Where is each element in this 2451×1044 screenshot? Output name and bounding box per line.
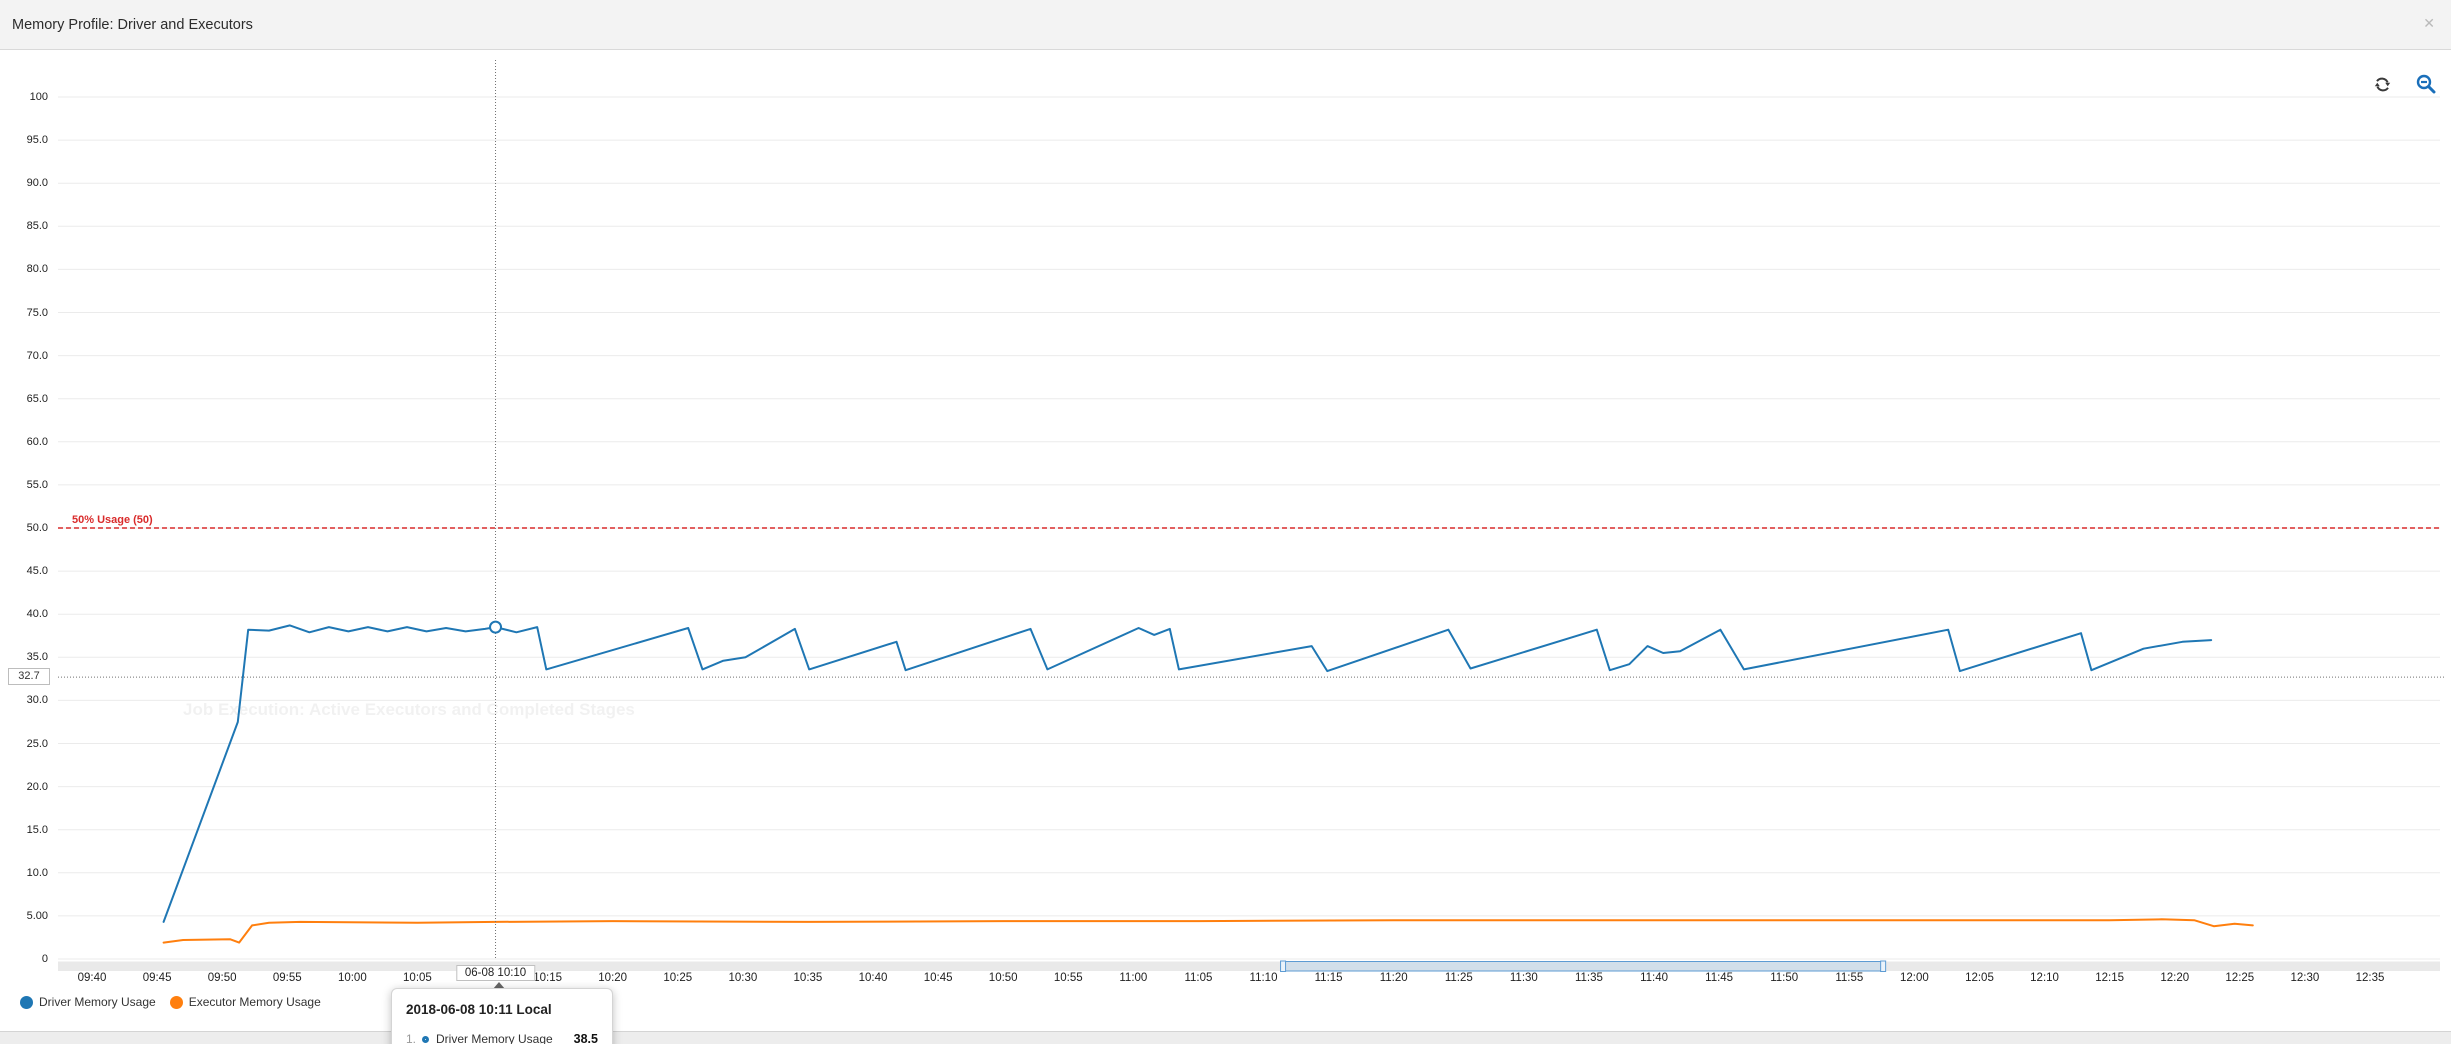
navigator-handle-left[interactable] xyxy=(1280,960,1287,972)
x-axis-tick-label: 10:55 xyxy=(1053,972,1083,984)
x-axis-tick-label: 11:30 xyxy=(1509,972,1538,984)
x-axis-tick-label: 11:00 xyxy=(1119,972,1148,984)
threshold-label: 50% Usage (50) xyxy=(72,514,153,526)
x-axis-tick-label: 11:20 xyxy=(1379,972,1408,984)
y-axis-tick-label: 0 xyxy=(41,953,48,965)
x-axis-tick-label: 09:45 xyxy=(142,972,172,984)
navigator-handle-right[interactable] xyxy=(1880,960,1887,972)
x-axis-tick-label: 09:55 xyxy=(272,972,302,984)
y-axis-tick-label: 30.0 xyxy=(26,694,48,707)
background-watermark-text: Job Execution: Active Executors and Comp… xyxy=(183,700,635,719)
x-axis-tick-label: 10:20 xyxy=(598,972,628,984)
zoom-out-icon xyxy=(2416,74,2436,94)
tooltip-row: 1. Driver Memory Usage 38.5 xyxy=(406,1032,598,1044)
x-axis-tick-label: 12:25 xyxy=(2225,972,2255,984)
chart-legend: Driver Memory Usage Executor Memory Usage xyxy=(20,995,321,1009)
x-axis-tick-label: 10:40 xyxy=(858,972,888,984)
x-axis-tick-label: 10:00 xyxy=(337,972,367,984)
x-axis-tick-label: 11:50 xyxy=(1770,972,1799,984)
y-axis-tick-label: 55.0 xyxy=(26,478,48,491)
navigator-selection[interactable] xyxy=(1282,961,1884,972)
crosshair-y-value-box: 32.7 xyxy=(8,668,50,686)
navigator-track xyxy=(58,961,2440,971)
y-axis-tick-label: 95.0 xyxy=(26,134,48,147)
legend-item[interactable]: Executor Memory Usage xyxy=(169,995,321,1009)
x-axis-tick-label: 10:25 xyxy=(663,972,693,984)
y-axis-tick-label: 35.0 xyxy=(26,651,48,664)
x-axis-tick-label: 12:20 xyxy=(2160,972,2190,984)
title-bar: Memory Profile: Driver and Executors ✕ xyxy=(0,0,2451,50)
driver-memory-line xyxy=(162,624,2213,923)
x-axis-tick-label: 10:30 xyxy=(728,972,758,984)
tooltip-title: 2018-06-08 10:11 Local xyxy=(406,1002,552,1017)
x-axis-tick-label: 10:05 xyxy=(403,972,432,984)
y-axis-tick-label: 45.0 xyxy=(26,565,48,578)
x-axis-tick-label: 09:40 xyxy=(77,972,107,984)
y-axis-tick-label: 5.00 xyxy=(26,909,48,922)
y-axis-tick-label: 75.0 xyxy=(26,306,48,319)
x-axis-tick-label: 12:00 xyxy=(1899,972,1929,984)
y-axis-tick-label: 10.0 xyxy=(26,866,48,879)
y-axis-tick-label: 40.0 xyxy=(26,608,48,621)
close-icon[interactable]: ✕ xyxy=(2423,15,2435,31)
legend-dot-icon xyxy=(20,995,33,1009)
y-axis-tick-label: 85.0 xyxy=(26,220,48,233)
x-axis-tick-label: 12:10 xyxy=(2030,972,2059,984)
legend-label: Driver Memory Usage xyxy=(39,995,156,1009)
y-axis-tick-label: 25.0 xyxy=(26,737,48,750)
x-axis-tick-label: 12:15 xyxy=(2095,972,2125,984)
x-axis-tick-label: 10:15 xyxy=(533,972,562,984)
x-axis-tick-label: 09:50 xyxy=(207,972,237,984)
legend-item[interactable]: Driver Memory Usage xyxy=(20,995,156,1009)
legend-label: Executor Memory Usage xyxy=(188,995,321,1009)
x-axis-tick-label: 11:35 xyxy=(1574,972,1603,984)
y-axis-tick-label: 90.0 xyxy=(26,177,48,190)
tooltip-row-rank: 1. xyxy=(406,1032,417,1044)
y-axis-tick-label: 100 xyxy=(29,91,48,103)
x-axis-tick-label: 11:10 xyxy=(1249,972,1278,984)
x-axis-tick-label: 11:05 xyxy=(1184,972,1213,984)
x-axis-tick-label: 12:05 xyxy=(1965,972,1994,984)
y-axis-tick-label: 80.0 xyxy=(26,263,48,276)
tooltip-row-value: 38.5 xyxy=(573,1032,598,1044)
hover-point-marker xyxy=(489,620,503,634)
y-axis-tick-label: 50.0 xyxy=(26,522,48,534)
y-axis-tick-label: 15.0 xyxy=(26,823,48,836)
y-axis-tick-label: 60.0 xyxy=(26,435,48,448)
x-axis-tick-label: 11:15 xyxy=(1314,972,1343,984)
series-ring-icon xyxy=(422,1035,429,1043)
x-axis-tick-label: 11:45 xyxy=(1705,972,1734,984)
x-axis-tick-label: 12:30 xyxy=(2290,972,2320,984)
tooltip-pointer-icon xyxy=(492,982,505,989)
y-axis-tick-label: 70.0 xyxy=(26,349,48,362)
refresh-button[interactable] xyxy=(2373,75,2392,99)
refresh-icon xyxy=(2374,77,2391,92)
y-axis-tick-label: 65.0 xyxy=(26,392,48,405)
x-axis-tick-label: 10:50 xyxy=(988,972,1018,984)
legend-dot-icon xyxy=(169,995,183,1009)
crosshair-x-value-box: 06-08 10:10 xyxy=(455,965,536,981)
x-axis-tick-label: 12:35 xyxy=(2355,972,2385,984)
x-axis-tick-label: 11:40 xyxy=(1640,972,1668,984)
x-axis-tick-label: 10:35 xyxy=(793,972,823,984)
hover-tooltip: 2018-06-08 10:11 Local 1. Driver Memory U… xyxy=(391,988,613,1044)
tooltip-row-series: Driver Memory Usage xyxy=(436,1032,553,1044)
executor-memory-line xyxy=(162,918,2254,944)
x-axis-tick-label: 10:45 xyxy=(923,972,953,984)
page-title: Memory Profile: Driver and Executors xyxy=(12,16,253,33)
y-axis-tick-label: 20.0 xyxy=(26,780,48,793)
zoom-out-button[interactable] xyxy=(2416,74,2436,99)
page-background-strip xyxy=(0,1031,2451,1044)
x-axis-tick-label: 11:55 xyxy=(1835,972,1864,984)
x-axis-tick-label: 11:25 xyxy=(1444,972,1473,984)
tooltip-rows: 1. Driver Memory Usage 38.5 xyxy=(406,1032,598,1044)
